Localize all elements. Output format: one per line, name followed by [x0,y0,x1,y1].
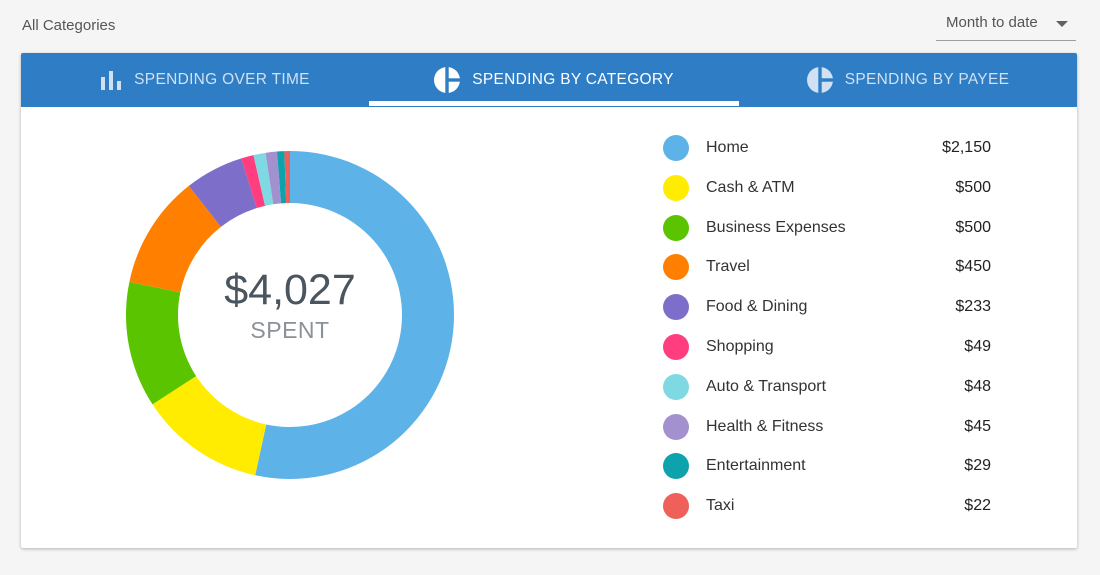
donut-slice-food-dining[interactable] [188,158,257,227]
donut-slice-taxi[interactable] [284,151,290,204]
donut-chart-svg [126,151,454,479]
legend-item-cash-atm[interactable]: Cash & ATM $500 [661,169,993,209]
legend-value: $48 [964,377,991,395]
tab-label: SPENDING BY CATEGORY [472,71,674,88]
tab-label: SPENDING BY PAYEE [844,71,1010,88]
donut-slice-travel[interactable] [129,185,221,293]
legend-color-dot [663,135,689,161]
legend-color-dot [663,413,689,440]
legend-label: Taxi [706,497,735,515]
tab-spending-by-category[interactable]: SPENDING BY CATEGORY [369,53,739,107]
legend-item-home[interactable]: Home $2,150 [661,129,993,169]
legend-item-entertainment[interactable]: Entertainment $29 [661,447,993,487]
legend-color-dot [663,174,689,201]
legend-item-auto-transport[interactable]: Auto & Transport $48 [661,368,993,408]
active-tab-indicator [369,101,739,106]
pie-chart-icon [806,67,833,93]
donut-slice-cash-atm[interactable] [152,376,267,476]
legend-label: Health & Fitness [706,417,824,435]
legend-value: $45 [964,417,991,435]
chart-legend: Home $2,150 Cash & ATM $500 Business Expense… [661,129,993,527]
top-bar: All Categories Month to date [0,0,1100,52]
legend-value: $500 [955,178,991,196]
legend-value: $22 [964,497,991,515]
legend-item-shopping[interactable]: Shopping $49 [661,328,993,368]
total-spent-amount: $4,027 [224,266,356,314]
legend-item-travel[interactable]: Travel $450 [661,248,993,288]
legend-color-dot [663,254,689,281]
legend-label: Auto & Transport [706,377,827,395]
date-range-dropdown[interactable]: Month to date [936,8,1076,41]
legend-color-dot [663,373,689,400]
donut-slice-entertainment[interactable] [276,151,287,204]
legend-label: Home [706,139,749,156]
legend-label: Food & Dining [706,298,808,316]
spending-card: SPENDING OVER TIME SPENDING BY CATEGORY [21,53,1077,548]
tab-label: SPENDING OVER TIME [134,71,310,88]
donut-slice-home[interactable] [255,151,454,479]
donut-slice-auto-transport[interactable] [253,152,274,206]
legend-value: $450 [955,258,991,276]
donut-slice-business-expenses[interactable] [126,281,197,405]
legend-color-dot [663,294,689,321]
legend-value: $233 [955,298,991,316]
date-range-value: Month to date [946,14,1038,31]
caret-down-icon [1056,21,1068,27]
legend-value: $500 [955,218,991,236]
donut-chart: $4,027 SPENT [116,141,464,489]
legend-label: Business Expenses [706,218,846,236]
legend-value: $49 [964,337,991,355]
total-spent-label: SPENT [250,317,330,343]
tab-spending-over-time[interactable]: SPENDING OVER TIME [21,53,389,107]
donut-slice-shopping[interactable] [241,155,266,209]
legend-color-dot [663,493,689,520]
legend-color-dot [663,214,689,241]
legend-item-food-dining[interactable]: Food & Dining $233 [661,288,993,328]
category-filter[interactable]: All Categories [22,17,116,34]
legend-label: Cash & ATM [706,178,795,196]
legend-value: $29 [964,457,991,475]
legend-item-health-fitness[interactable]: Health & Fitness $45 [661,408,993,448]
legend-label: Shopping [706,337,774,355]
pie-chart-icon [434,67,461,93]
legend-color-dot [663,453,689,480]
legend-label: Travel [706,258,750,276]
tab-spending-by-payee[interactable]: SPENDING BY PAYEE [739,53,1077,107]
legend-color-dot [663,333,689,360]
donut-slice-health-fitness[interactable] [265,151,282,205]
legend-label: Entertainment [706,457,806,475]
legend-item-business-expenses[interactable]: Business Expenses $500 [661,209,993,249]
legend-value: $2,150 [942,139,991,156]
tab-bar: SPENDING OVER TIME SPENDING BY CATEGORY [21,53,1077,107]
bar-chart-icon [100,70,122,90]
legend-item-taxi[interactable]: Taxi $22 [661,487,993,527]
